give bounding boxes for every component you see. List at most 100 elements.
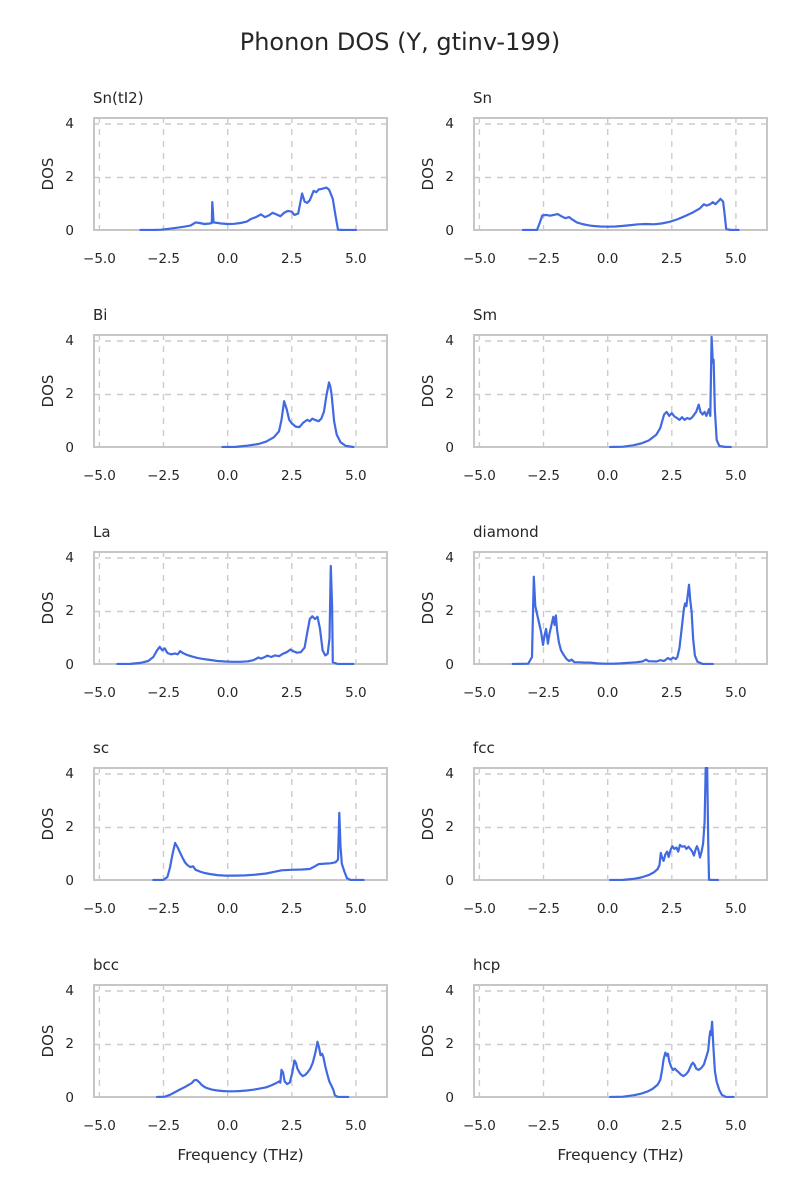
y-tick-label: 4 [445,115,454,132]
y-tick-label: 4 [445,549,454,566]
y-axis-label: DOS [39,591,57,625]
x-tick-label: 0.0 [216,685,239,701]
y-tick-label: 0 [65,440,74,456]
y-tick-label: 4 [445,982,454,999]
x-tick-label: 2.5 [661,901,683,917]
y-tick-label: 2 [65,169,74,186]
gridlines [93,117,388,231]
x-tick-label: −5.0 [83,1118,116,1134]
y-tick-label: 2 [445,603,454,620]
x-tick-label: 2.5 [281,468,303,484]
x-tick-label: −2.5 [147,685,180,701]
subplot-title: sc [93,739,110,757]
y-tick-label: 2 [65,386,74,403]
dos-subplot-axes [93,334,388,448]
y-axis-label: DOS [39,374,57,408]
dos-curve [139,186,357,231]
x-tick-label: −2.5 [527,685,560,701]
x-tick-label: 0.0 [596,1118,619,1134]
x-tick-label: −2.5 [147,901,180,917]
subplot-title: Sn(tI2) [93,89,144,107]
gridlines [93,767,388,881]
x-tick-label: 5.0 [725,1118,747,1134]
x-tick-label: 2.5 [281,1118,303,1134]
dos-curve [609,335,732,448]
axes-spines [93,767,388,881]
x-tick-label: 2.5 [661,685,683,701]
dos-curve [609,1020,735,1098]
axes-spines [93,551,388,665]
x-tick-label: 5.0 [345,901,367,917]
x-tick-label: −2.5 [147,251,180,267]
y-axis-label: DOS [419,374,437,408]
x-tick-label: −5.0 [83,468,116,484]
axes-spines [93,117,388,231]
axes-spines [473,334,768,448]
x-tick-label: −5.0 [463,251,496,267]
y-tick-label: 0 [445,440,454,456]
y-tick-label: 4 [445,332,454,349]
axes-spines [473,551,768,665]
x-tick-label: 5.0 [725,468,747,484]
x-tick-label: 0.0 [216,251,239,267]
y-tick-label: 0 [65,657,74,673]
axes-spines [473,984,768,1098]
y-tick-label: 2 [65,1036,74,1053]
subplot-title: Sm [473,306,498,324]
x-tick-label: 5.0 [725,685,747,701]
y-axis-label: DOS [419,807,437,841]
y-tick-label: 4 [445,765,454,782]
x-tick-label: −5.0 [463,468,496,484]
subplot-title: hcp [473,956,501,974]
y-tick-label: 2 [65,603,74,620]
dos-subplot-axes [93,767,388,881]
y-tick-label: 2 [445,386,454,403]
gridlines [473,334,768,448]
x-tick-label: 0.0 [596,685,619,701]
x-tick-label: 2.5 [281,251,303,267]
y-tick-label: 0 [65,873,74,889]
y-tick-label: 0 [445,223,454,239]
subplot-title: La [93,523,111,541]
x-tick-label: −2.5 [527,901,560,917]
y-tick-label: 4 [65,115,74,132]
gridlines [473,984,768,1098]
axes-spines [93,334,388,448]
dos-subplot-axes [93,117,388,231]
dos-subplot-axes [93,551,388,665]
y-axis-label: DOS [419,157,437,191]
x-tick-label: −5.0 [463,901,496,917]
x-tick-label: 2.5 [661,468,683,484]
axes-spines [93,984,388,1098]
y-tick-label: 4 [65,549,74,566]
dos-curve [152,811,365,881]
y-tick-label: 2 [445,819,454,836]
dos-curve [116,564,355,665]
x-tick-label: 5.0 [345,251,367,267]
y-axis-label: DOS [39,807,57,841]
y-axis-label: DOS [39,1024,57,1058]
y-tick-label: 0 [65,1090,74,1106]
x-tick-label: −2.5 [527,468,560,484]
subplot-title: Bi [93,306,108,324]
dos-curve [511,575,714,665]
x-tick-label: 5.0 [345,685,367,701]
dos-subplot-axes [473,551,768,665]
x-tick-label: 5.0 [345,468,367,484]
gridlines [473,551,768,665]
y-tick-label: 0 [445,657,454,673]
subplot-title: diamond [473,523,539,541]
dos-subplot-axes [473,117,768,231]
x-tick-label: 0.0 [596,901,619,917]
y-tick-label: 2 [445,169,454,186]
x-axis-label: Frequency (THz) [557,1146,684,1164]
x-tick-label: −2.5 [147,1118,180,1134]
x-tick-label: 5.0 [725,901,747,917]
gridlines [93,984,388,1098]
x-tick-label: 5.0 [725,251,747,267]
gridlines [473,117,768,231]
y-tick-label: 0 [445,873,454,889]
dos-subplot-axes [473,767,768,881]
dos-curve [156,1040,350,1098]
y-tick-label: 4 [65,332,74,349]
